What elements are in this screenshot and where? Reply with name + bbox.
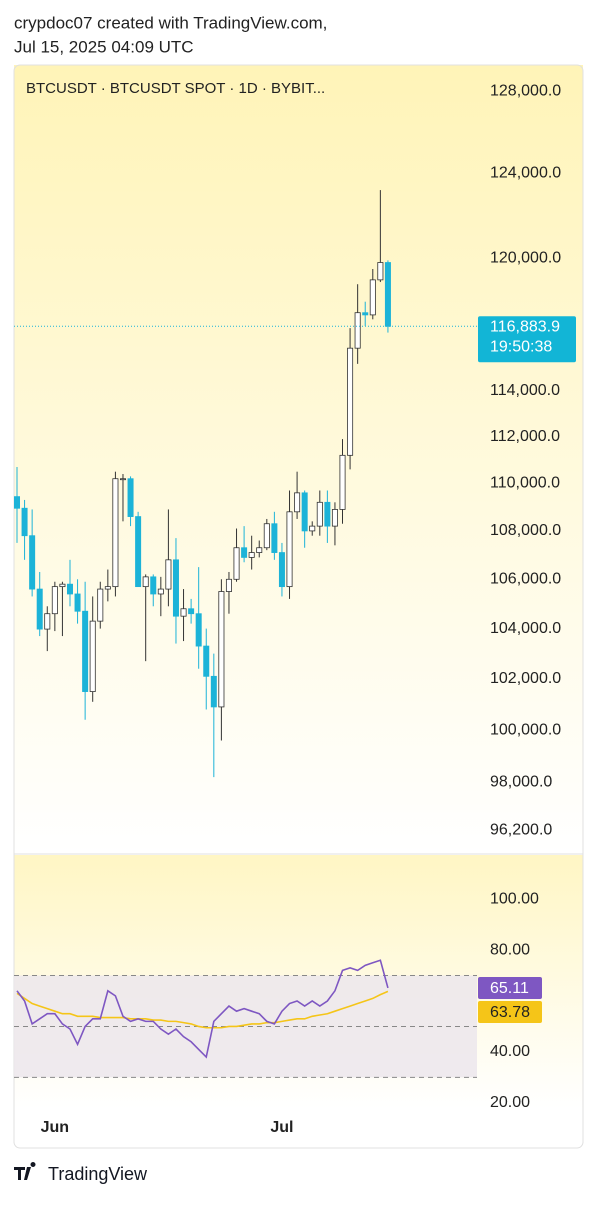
y-tick-label: 102,000.0 (490, 670, 561, 687)
y-tick-label: 80.00 (490, 941, 530, 958)
candle-body (354, 312, 361, 349)
candle-body (195, 613, 202, 647)
price-pane (14, 65, 583, 853)
chart-title: BTCUSDT · BTCUSDT SPOT · 1D · BYBIT... (26, 80, 325, 97)
candle-body (135, 516, 142, 588)
candle-body (165, 559, 172, 590)
candle-body (331, 509, 338, 527)
candle-body (29, 535, 36, 590)
y-tick-label: 100,000.0 (490, 721, 561, 738)
header-line: Jul 15, 2025 04:09 UTC (14, 37, 194, 56)
rsi-line (16, 990, 389, 1029)
axes: 128,000.0 124,000.0 120,000.0 114,000.0 112,… (41, 82, 576, 1136)
candle-body (180, 608, 187, 617)
y-tick-label: 20.00 (490, 1094, 530, 1111)
y-tick-label: 110,000.0 (490, 475, 560, 492)
candle-body (59, 583, 66, 588)
candle-body (142, 576, 149, 588)
candle-body (309, 525, 316, 532)
y-tick-label: 124,000.0 (490, 165, 561, 182)
candle-body (89, 620, 96, 692)
candle-body (263, 523, 270, 549)
y-tick-label: 96,200.0 (490, 822, 552, 839)
countdown-label: 19:50:38 (490, 339, 552, 356)
y-tick-label: 104,000.0 (490, 620, 561, 637)
chart-frame (13, 64, 584, 1149)
y-tick-label: 100.00 (490, 890, 539, 907)
last-price-label: 116,883.9 (490, 319, 560, 336)
candle-body (384, 262, 391, 327)
candle-body (112, 478, 119, 588)
candle-body (97, 588, 104, 622)
last-value-box (478, 976, 542, 999)
plot-area (14, 190, 478, 1078)
candle-body (14, 496, 20, 509)
candle-body (324, 501, 331, 527)
rsi-line (16, 959, 389, 1059)
footer-brand: TradingView (48, 1164, 148, 1184)
candle-body (74, 593, 81, 612)
candle-body (150, 576, 157, 595)
candle-body (294, 492, 301, 513)
y-tick-label: 98,000.0 (490, 774, 552, 791)
candle-body (301, 492, 308, 532)
candle-body (44, 613, 51, 630)
candle-body (256, 547, 263, 553)
y-tick-label: 40.00 (490, 1043, 530, 1060)
last-value-box (478, 1000, 542, 1023)
y-tick-label: 106,000.0 (490, 571, 561, 588)
header-line: crypdoc07 created with TradingView.com, (14, 13, 327, 32)
candle-body (172, 559, 179, 617)
last-value-label: 63.78 (490, 1004, 530, 1021)
footer-logo: TradingView (14, 1162, 148, 1184)
candle-body (51, 586, 58, 615)
candle-body (286, 511, 293, 588)
candle-body (347, 347, 354, 456)
y-tick-label: 128,000.0 (490, 82, 561, 99)
candle-body (104, 586, 111, 590)
y-tick-label: 112,000.0 (490, 428, 560, 445)
y-tick-label: 114,000.0 (490, 382, 560, 399)
candle-body (82, 610, 89, 692)
candle-body (119, 478, 126, 481)
last-price-box (478, 316, 576, 363)
candle-body (271, 523, 278, 553)
candle-body (339, 454, 346, 510)
candle-body (316, 501, 323, 527)
candle-body (127, 478, 134, 517)
candle-body (157, 588, 164, 595)
candle-body (362, 312, 369, 316)
candle-body (203, 645, 210, 677)
candle-body (278, 552, 285, 588)
candle-body (218, 591, 225, 708)
candle-body (225, 578, 232, 592)
candle-body (241, 547, 248, 558)
candle-body (36, 588, 43, 630)
x-tick-label: Jul (270, 1119, 293, 1136)
candle-body (66, 583, 73, 595)
y-tick-label: 120,000.0 (490, 249, 561, 266)
candle-body (188, 608, 195, 615)
y-tick-label: 108,000.0 (490, 522, 561, 539)
rsi-band (14, 975, 477, 1078)
last-value-label: 65.11 (490, 980, 529, 997)
x-tick-label: Jun (41, 1119, 69, 1136)
candle-body (210, 675, 217, 708)
candle-body (248, 552, 255, 558)
candle-body (233, 547, 240, 580)
candle-body (21, 507, 28, 537)
candle-body (377, 262, 384, 281)
candle-body (369, 279, 376, 316)
